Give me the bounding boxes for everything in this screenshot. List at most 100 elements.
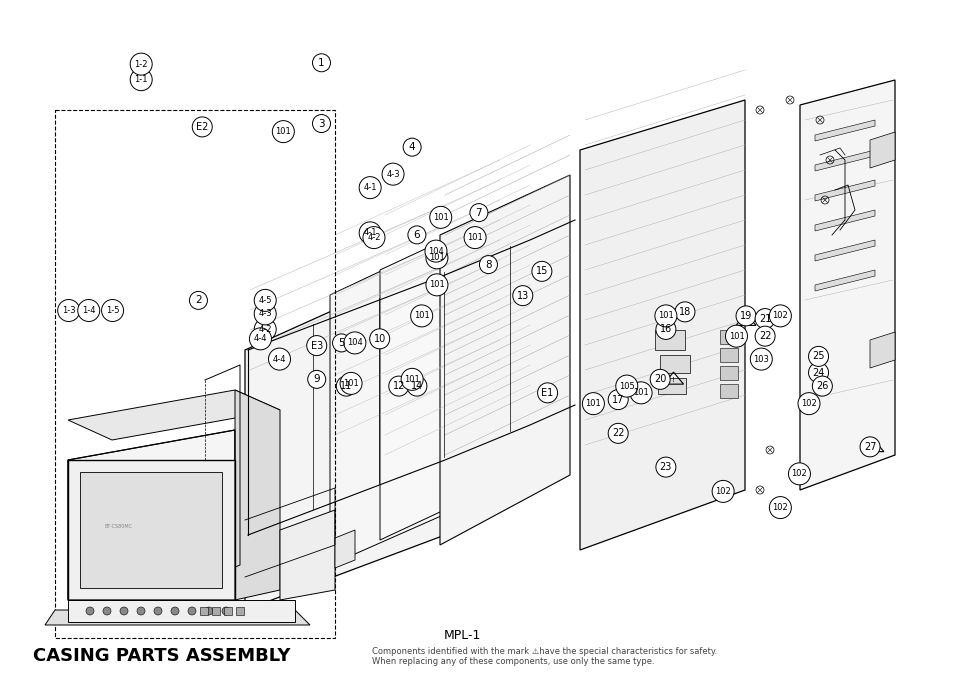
Text: 4-2: 4-2 — [367, 233, 380, 242]
Circle shape — [425, 274, 448, 296]
Text: 22: 22 — [758, 331, 771, 341]
Circle shape — [313, 54, 330, 72]
Polygon shape — [234, 390, 280, 600]
Circle shape — [389, 376, 408, 396]
Circle shape — [193, 117, 212, 137]
Text: BT-CS80MC: BT-CS80MC — [105, 524, 132, 529]
Circle shape — [253, 290, 276, 311]
Circle shape — [362, 227, 385, 248]
Text: 4-3: 4-3 — [386, 169, 399, 179]
Text: 16: 16 — [659, 325, 671, 334]
Polygon shape — [869, 132, 894, 168]
Circle shape — [222, 607, 230, 615]
Bar — [212, 607, 220, 615]
Text: 26: 26 — [816, 381, 827, 391]
Text: 4-1: 4-1 — [363, 183, 376, 192]
Circle shape — [755, 326, 774, 346]
Text: 101: 101 — [585, 399, 600, 408]
Text: 102: 102 — [801, 399, 816, 408]
Circle shape — [711, 481, 734, 502]
Text: 103: 103 — [753, 354, 768, 364]
Circle shape — [532, 261, 551, 281]
Text: 9: 9 — [314, 375, 319, 384]
Circle shape — [253, 319, 276, 340]
Text: 11: 11 — [340, 381, 352, 391]
Text: 4-5: 4-5 — [258, 296, 272, 305]
Text: 1-3: 1-3 — [62, 306, 75, 315]
Polygon shape — [720, 366, 738, 380]
Text: 1-1: 1-1 — [134, 75, 148, 84]
Circle shape — [137, 607, 145, 615]
Polygon shape — [80, 472, 222, 588]
Circle shape — [463, 227, 486, 248]
Polygon shape — [814, 180, 874, 201]
Text: 6: 6 — [414, 230, 419, 240]
Text: 101: 101 — [658, 311, 673, 321]
Circle shape — [86, 607, 94, 615]
Circle shape — [650, 369, 669, 389]
Polygon shape — [45, 610, 310, 625]
Circle shape — [768, 497, 791, 518]
Text: Components identified with the mark ⚠have the special characteristics for safety: Components identified with the mark ⚠hav… — [372, 647, 717, 666]
Polygon shape — [68, 460, 234, 600]
Text: !: ! — [743, 319, 747, 325]
Polygon shape — [245, 260, 444, 610]
Circle shape — [307, 335, 326, 356]
Circle shape — [407, 376, 426, 396]
Circle shape — [190, 292, 207, 309]
Text: 101: 101 — [467, 233, 482, 242]
Text: CASING PARTS ASSEMBLY: CASING PARTS ASSEMBLY — [33, 647, 291, 665]
Circle shape — [188, 607, 195, 615]
Text: 4-4: 4-4 — [253, 334, 267, 344]
Text: 24: 24 — [812, 368, 823, 377]
Text: 23: 23 — [659, 462, 671, 472]
Text: 13: 13 — [517, 291, 528, 300]
Polygon shape — [68, 390, 280, 440]
Circle shape — [120, 607, 128, 615]
Polygon shape — [658, 378, 685, 394]
Text: 4-4: 4-4 — [273, 354, 286, 364]
Text: 5: 5 — [338, 338, 344, 348]
Text: 104: 104 — [347, 338, 362, 348]
Circle shape — [130, 69, 152, 90]
Text: E3: E3 — [311, 341, 322, 350]
Circle shape — [808, 362, 827, 383]
Bar — [235, 607, 244, 615]
Circle shape — [768, 305, 791, 327]
Text: 7: 7 — [476, 208, 481, 217]
Text: 22: 22 — [611, 429, 624, 438]
Circle shape — [336, 376, 355, 396]
Polygon shape — [379, 200, 530, 540]
Circle shape — [724, 325, 747, 347]
Circle shape — [429, 207, 452, 228]
Text: 101: 101 — [433, 213, 448, 222]
Polygon shape — [720, 348, 738, 362]
Text: 21: 21 — [759, 314, 770, 323]
Text: 19: 19 — [740, 311, 751, 321]
Text: 102: 102 — [772, 311, 787, 321]
Circle shape — [103, 607, 111, 615]
Circle shape — [787, 463, 810, 485]
Text: 17: 17 — [612, 395, 623, 404]
Circle shape — [736, 306, 755, 326]
Circle shape — [333, 334, 350, 352]
Text: E2: E2 — [196, 122, 208, 132]
Text: !: ! — [671, 377, 675, 383]
Polygon shape — [720, 384, 738, 398]
Circle shape — [537, 383, 557, 403]
Text: 101: 101 — [343, 379, 358, 388]
Circle shape — [381, 163, 404, 185]
Circle shape — [272, 121, 294, 142]
Circle shape — [358, 177, 381, 198]
Circle shape — [797, 393, 820, 414]
Text: 4-2: 4-2 — [258, 325, 272, 334]
Text: 4-3: 4-3 — [258, 309, 272, 319]
Text: 101: 101 — [429, 253, 444, 263]
Circle shape — [171, 607, 179, 615]
Circle shape — [101, 300, 124, 321]
Text: 14: 14 — [411, 381, 422, 391]
Polygon shape — [68, 600, 294, 622]
Text: 1-4: 1-4 — [82, 306, 95, 315]
Text: E1: E1 — [541, 388, 553, 398]
Circle shape — [308, 371, 325, 388]
